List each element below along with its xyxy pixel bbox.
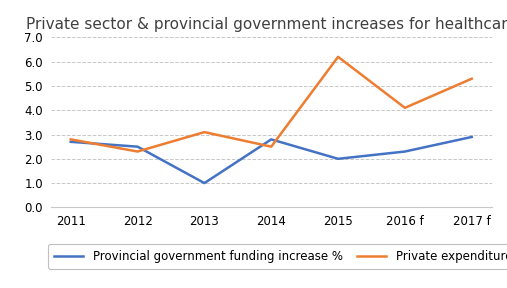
- Private expenditure increase%: [335, 55, 341, 58]
- Private expenditure increase%: [201, 130, 207, 134]
- Provincial government funding increase %: [402, 150, 408, 153]
- Provincial government funding increase %: [268, 138, 274, 141]
- Legend: Provincial government funding increase %, Private expenditure increase%: Provincial government funding increase %…: [48, 244, 507, 269]
- Line: Private expenditure increase%: Private expenditure increase%: [71, 57, 472, 151]
- Provincial government funding increase %: [201, 181, 207, 185]
- Provincial government funding increase %: [468, 135, 475, 139]
- Private expenditure increase%: [468, 77, 475, 80]
- Private expenditure increase%: [268, 145, 274, 148]
- Private expenditure increase%: [402, 106, 408, 109]
- Title: Private sector & provincial government increases for healthcare: Private sector & provincial government i…: [26, 17, 507, 32]
- Provincial government funding increase %: [335, 157, 341, 160]
- Line: Provincial government funding increase %: Provincial government funding increase %: [71, 137, 472, 183]
- Provincial government funding increase %: [68, 140, 74, 143]
- Provincial government funding increase %: [134, 145, 140, 148]
- Private expenditure increase%: [68, 138, 74, 141]
- Private expenditure increase%: [134, 150, 140, 153]
